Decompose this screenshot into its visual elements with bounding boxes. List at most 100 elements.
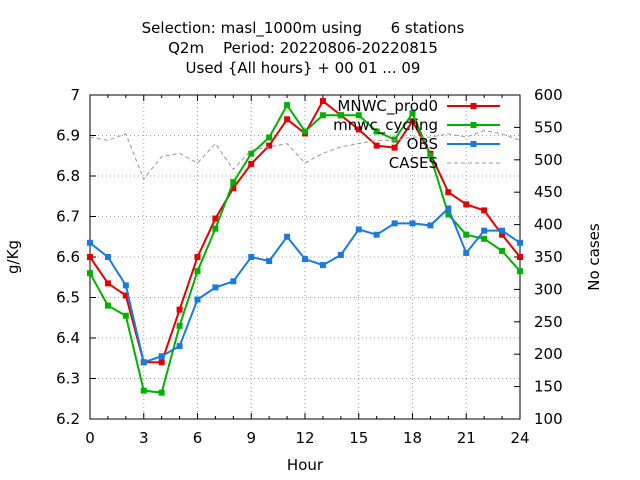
data-point bbox=[87, 239, 93, 246]
x-tick-label: 6 bbox=[193, 429, 203, 447]
data-point bbox=[87, 270, 93, 277]
y2-tick-label: 200 bbox=[534, 345, 563, 363]
data-point bbox=[194, 296, 201, 303]
legend-swatch-marker bbox=[470, 141, 477, 147]
legend-label: mnwc_cycling bbox=[333, 116, 438, 135]
data-point bbox=[337, 112, 344, 119]
series-line bbox=[89, 130, 521, 181]
data-point bbox=[230, 179, 237, 186]
legend-item: OBS bbox=[407, 135, 500, 153]
data-point bbox=[104, 302, 111, 309]
x-tick-label: 0 bbox=[85, 429, 95, 447]
y2-tick-label: 550 bbox=[534, 118, 563, 136]
chart-titles: Selection: masl_1000m using 6 stationsQ2… bbox=[4, 19, 603, 474]
y2-tick-label: 300 bbox=[534, 280, 563, 298]
data-point bbox=[122, 282, 129, 289]
chart-title-line: Q2m Period: 20220806-20220815 bbox=[168, 39, 438, 57]
data-point bbox=[481, 207, 488, 214]
data-point bbox=[499, 231, 506, 238]
data-point bbox=[427, 152, 434, 159]
x-tick-label: 3 bbox=[139, 429, 149, 447]
data-point bbox=[445, 189, 452, 196]
y2-tick-label: 250 bbox=[534, 313, 563, 331]
data-point bbox=[409, 110, 416, 117]
data-point bbox=[158, 359, 165, 366]
legend-swatch-marker bbox=[470, 122, 477, 128]
x-tick-label: 15 bbox=[349, 429, 368, 447]
data-point bbox=[373, 142, 380, 149]
y2-tick-label: 400 bbox=[534, 216, 563, 234]
data-point bbox=[104, 280, 111, 287]
data-point bbox=[427, 222, 434, 229]
data-point bbox=[230, 185, 237, 192]
series-mnwc_cycling bbox=[87, 102, 523, 396]
data-point bbox=[481, 235, 488, 242]
data-point bbox=[266, 142, 273, 149]
data-point bbox=[337, 251, 344, 258]
data-point bbox=[391, 144, 398, 151]
data-point bbox=[266, 134, 273, 141]
data-point bbox=[176, 322, 183, 329]
x-tick-label: 24 bbox=[510, 429, 529, 447]
data-point bbox=[499, 227, 506, 234]
data-point bbox=[355, 226, 362, 233]
y-tick-label: 6.7 bbox=[56, 208, 80, 226]
data-point bbox=[499, 247, 506, 254]
data-point bbox=[158, 389, 165, 396]
data-point bbox=[284, 233, 291, 240]
y2-tick-label: 100 bbox=[534, 410, 563, 428]
x-axis-label: Hour bbox=[287, 456, 324, 474]
data-point bbox=[140, 359, 147, 366]
data-point bbox=[248, 150, 255, 157]
data-point bbox=[194, 254, 201, 260]
x-tick-label: 9 bbox=[246, 429, 256, 447]
y2-axis-label: No cases bbox=[585, 223, 603, 291]
data-point bbox=[284, 102, 291, 109]
y2-tick-label: 600 bbox=[534, 86, 563, 104]
series-layer bbox=[87, 98, 523, 396]
legend-label: OBS bbox=[407, 135, 438, 153]
data-point bbox=[122, 312, 129, 319]
data-point bbox=[481, 227, 488, 234]
y-tick-label: 6.9 bbox=[56, 127, 80, 145]
y2-tick-label: 450 bbox=[534, 183, 563, 201]
data-point bbox=[176, 306, 183, 313]
data-point bbox=[212, 284, 219, 291]
data-point bbox=[194, 268, 201, 275]
data-point bbox=[122, 292, 129, 299]
data-point bbox=[517, 268, 523, 275]
data-point bbox=[87, 254, 93, 260]
y-tick-label: 6.6 bbox=[56, 248, 80, 266]
data-point bbox=[319, 112, 326, 119]
data-point bbox=[212, 225, 219, 232]
data-point bbox=[391, 220, 398, 227]
series-OBS bbox=[87, 205, 523, 366]
chart-title-line: Selection: masl_1000m using 6 stations bbox=[142, 19, 465, 38]
data-point bbox=[463, 249, 470, 256]
data-point bbox=[319, 98, 326, 105]
legend-item: mnwc_cycling bbox=[333, 116, 500, 135]
y-tick-label: 6.4 bbox=[56, 329, 80, 347]
x-tick-label: 21 bbox=[457, 429, 476, 447]
x-tick-label: 18 bbox=[403, 429, 422, 447]
data-point bbox=[176, 343, 183, 350]
series-CASES bbox=[89, 130, 521, 181]
y2-tick-label: 500 bbox=[534, 151, 563, 169]
data-point bbox=[302, 256, 308, 263]
legend-item: MNWC_prod0 bbox=[337, 97, 500, 116]
data-point bbox=[517, 239, 523, 246]
y-tick-label: 6.8 bbox=[56, 167, 80, 185]
data-point bbox=[409, 220, 416, 227]
data-point bbox=[517, 254, 523, 260]
data-point bbox=[373, 231, 380, 238]
y-tick-label: 6.3 bbox=[56, 370, 80, 388]
legend-label: MNWC_prod0 bbox=[337, 97, 438, 116]
data-point bbox=[104, 254, 111, 260]
legend-swatch-marker bbox=[470, 103, 477, 109]
y-tick-label: 7 bbox=[70, 86, 80, 104]
data-point bbox=[248, 160, 255, 167]
legend-item: CASES bbox=[389, 154, 500, 172]
data-point bbox=[445, 211, 452, 218]
data-point bbox=[373, 128, 380, 135]
data-point bbox=[284, 116, 291, 123]
